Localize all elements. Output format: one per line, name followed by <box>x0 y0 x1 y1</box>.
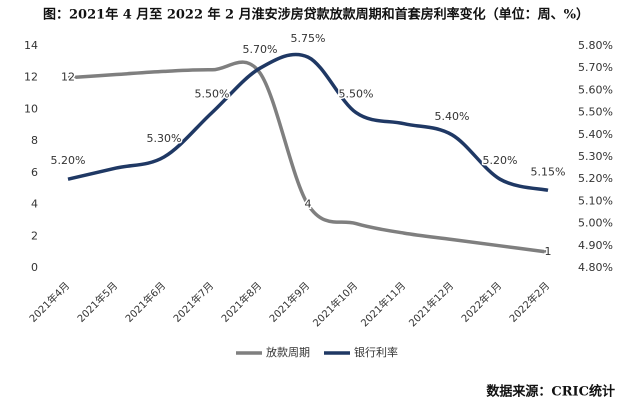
x-tick-label: 2021年4月 <box>26 279 72 325</box>
x-tick-label: 2021年8月 <box>218 279 264 325</box>
y-tick-label: 0 <box>31 261 38 274</box>
y2-tick-label: 4.90% <box>578 239 613 252</box>
data-label: 5.75% <box>291 32 326 45</box>
y2-tick-label: 5.80% <box>578 39 613 52</box>
data-label: 4 <box>305 198 312 211</box>
data-label: 5.50% <box>339 88 374 101</box>
data-label: 5.15% <box>531 165 566 178</box>
y2-tick-label: 5.40% <box>578 128 613 141</box>
legend-label: 银行利率 <box>354 345 398 359</box>
data-label: 5.70% <box>243 43 278 56</box>
data-label: 5.20% <box>51 154 86 167</box>
y2-tick-label: 5.20% <box>578 172 613 185</box>
x-tick-label: 2021年6月 <box>122 279 168 325</box>
source-note: 数据来源：CRIC统计 <box>486 384 615 400</box>
y-tick-label: 10 <box>24 102 38 115</box>
y2-tick-label: 5.70% <box>578 61 613 74</box>
x-tick-label: 2021年10月 <box>310 279 360 329</box>
x-tick-label: 2021年7月 <box>170 279 216 325</box>
data-label: 5.50% <box>195 88 230 101</box>
x-tick-label: 2021年9月 <box>266 279 312 325</box>
y-tick-label: 14 <box>24 39 38 52</box>
y2-tick-label: 5.50% <box>578 106 613 119</box>
x-tick-label: 2022年2月 <box>506 279 552 325</box>
y2-tick-label: 5.00% <box>578 217 613 230</box>
y-tick-label: 6 <box>31 166 38 179</box>
chart-title: 图：2021年 4 月至 2022 年 2 月淮安涉房贷款放款周期和首套房利率变… <box>43 7 589 23</box>
x-tick-label: 2021年11月 <box>358 279 408 329</box>
y2-tick-label: 5.30% <box>578 150 613 163</box>
x-tick-label: 2021年12月 <box>406 279 456 329</box>
y-tick-label: 8 <box>31 134 38 147</box>
y2-tick-label: 5.60% <box>578 83 613 96</box>
data-label: 5.30% <box>147 132 182 145</box>
data-label: 1 <box>545 245 552 258</box>
y-tick-label: 4 <box>31 198 38 211</box>
y-tick-label: 2 <box>31 229 38 242</box>
series-line <box>67 60 549 254</box>
x-tick-label: 2022年1月 <box>458 279 504 325</box>
data-label: 5.20% <box>483 154 518 167</box>
series-line <box>67 52 549 193</box>
y2-tick-label: 5.10% <box>578 194 613 207</box>
data-label: 12 <box>61 71 75 84</box>
data-label: 5.40% <box>435 110 470 123</box>
y-tick-label: 12 <box>24 71 38 84</box>
legend-label: 放款周期 <box>266 345 310 359</box>
y2-tick-label: 4.80% <box>578 261 613 274</box>
x-tick-label: 2021年5月 <box>74 279 120 325</box>
